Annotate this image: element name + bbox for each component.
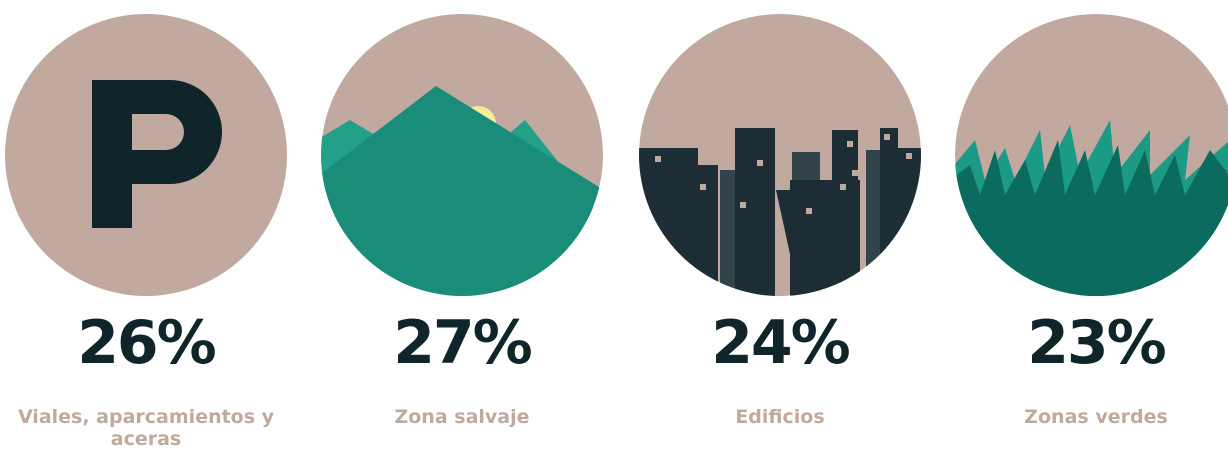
label: Zonas verdes <box>1024 406 1168 428</box>
grass-icon <box>955 14 1228 296</box>
percent: 26% <box>77 308 217 378</box>
parking-icon <box>5 14 287 296</box>
label: Zona salvaje <box>394 406 530 428</box>
buildings-icon <box>639 14 921 296</box>
mountain-icon <box>321 14 603 296</box>
percent: 24% <box>711 308 851 378</box>
percent: 23% <box>1027 308 1167 378</box>
label: Viales, aparcamientos y aceras <box>17 406 275 450</box>
percent: 27% <box>393 308 533 378</box>
label: Edificios <box>735 406 825 428</box>
